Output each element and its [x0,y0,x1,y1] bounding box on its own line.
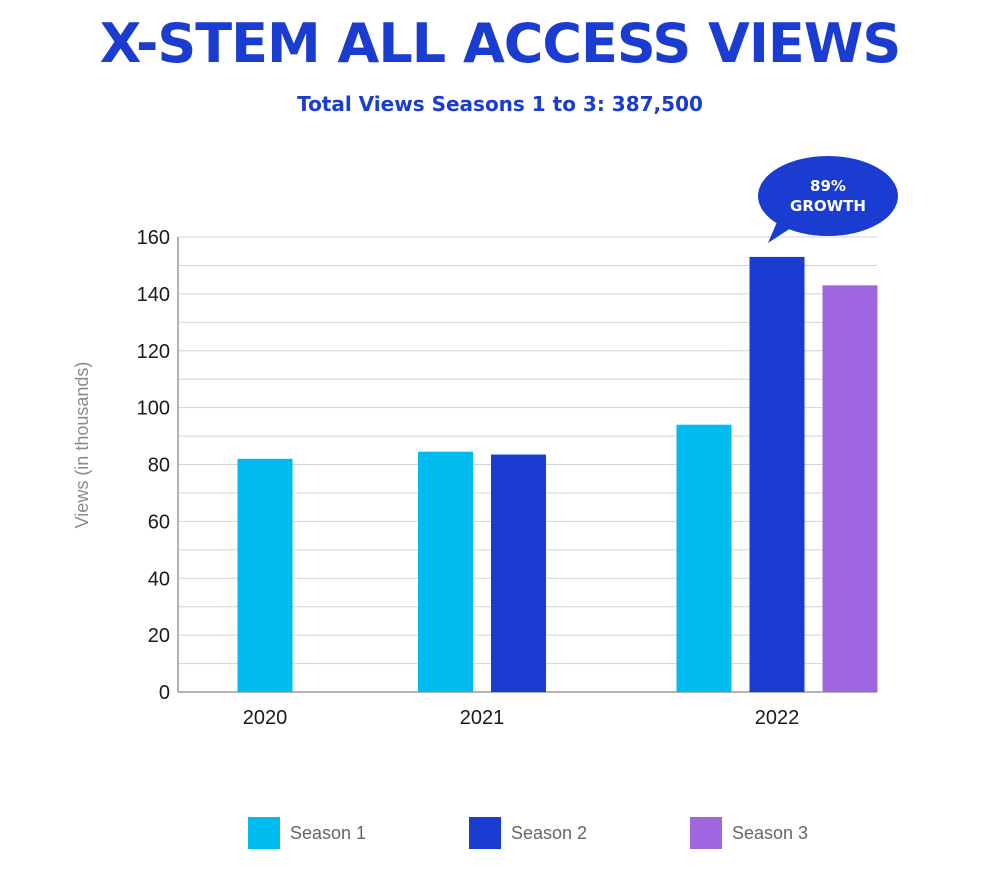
growth-callout: 89% GROWTH [758,156,898,243]
legend-swatch-season1 [248,817,280,849]
x-axis-ticks: 2020 2021 2022 [243,707,800,729]
bar-2021-season1 [418,451,473,692]
bar-2022-season3 [822,285,878,692]
legend-label-season2: Season 2 [511,823,587,843]
bar-2021-season2 [491,454,546,692]
bar-2020-season1 [237,458,293,692]
legend-swatch-season3 [690,817,722,849]
y-axis-label: Views (in thousands) [72,362,92,529]
y-tick-label: 140 [137,284,170,306]
bars [237,256,878,692]
y-tick-label: 160 [137,227,170,249]
chart-subtitle: Total Views Seasons 1 to 3: 387,500 [297,92,703,116]
y-tick-label: 20 [148,625,170,647]
y-tick-label: 0 [159,682,170,704]
legend-label-season3: Season 3 [732,823,808,843]
x-tick-label: 2021 [460,707,505,729]
y-axis-ticks: 0 20 40 60 80 100 120 140 160 [137,227,170,704]
callout-line2: GROWTH [790,197,866,215]
bar-2022-season1 [676,424,732,692]
y-tick-label: 120 [137,341,170,363]
y-tick-label: 40 [148,568,170,590]
y-tick-label: 60 [148,511,170,533]
callout-line1: 89% [810,177,846,195]
x-tick-label: 2022 [755,707,800,729]
y-tick-label: 80 [148,455,170,477]
legend-swatch-season2 [469,817,501,849]
y-tick-label: 100 [137,398,170,420]
chart-title: X-STEM ALL ACCESS VIEWS [99,12,902,75]
bar-2022-season2 [749,256,805,692]
legend-label-season1: Season 1 [290,823,366,843]
legend: Season 1 Season 2 Season 3 [248,817,808,849]
x-tick-label: 2020 [243,707,288,729]
